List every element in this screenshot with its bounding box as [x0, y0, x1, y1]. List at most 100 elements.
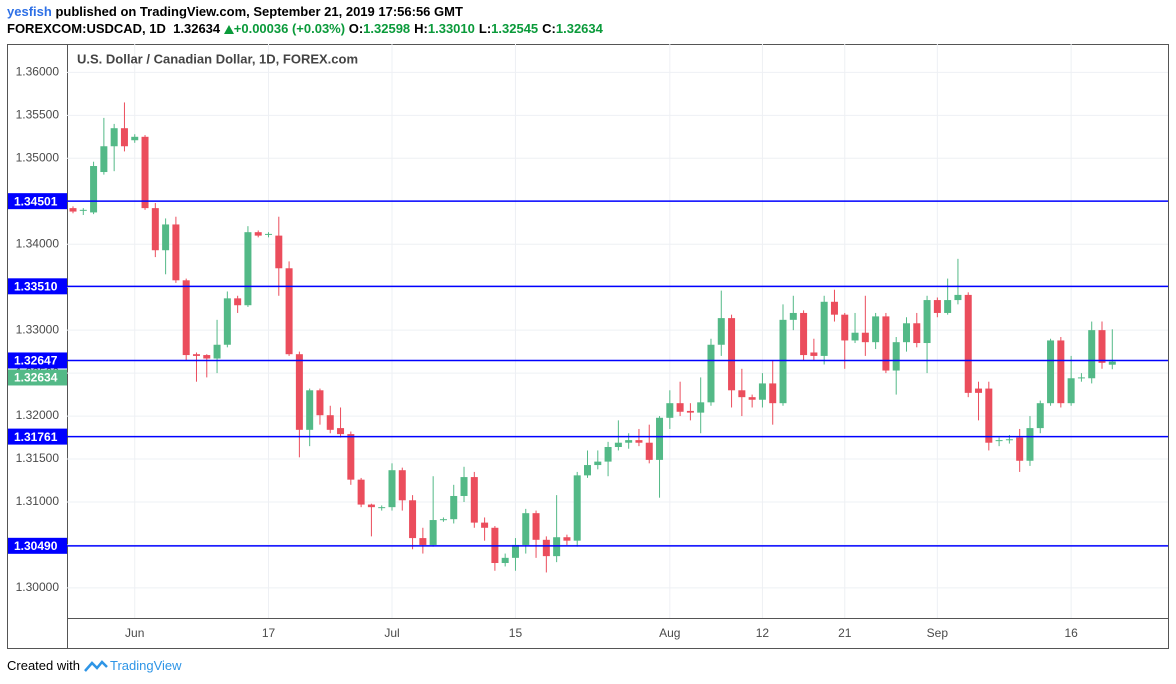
- candle-body: [604, 447, 612, 462]
- candle-body: [738, 390, 746, 398]
- candle-body: [656, 417, 664, 460]
- candle-body: [707, 344, 715, 403]
- candles: [69, 102, 1116, 573]
- field-value: 1.33010: [427, 21, 475, 36]
- candle-body: [728, 318, 736, 391]
- candle-body: [913, 323, 921, 344]
- field-label: O:: [348, 21, 364, 36]
- candle-body: [100, 146, 108, 173]
- x-tick-label: Jul: [384, 626, 399, 640]
- candle-body: [625, 440, 633, 443]
- candle-body: [1026, 428, 1034, 461]
- price-label-bg: [8, 278, 67, 295]
- candle-body: [933, 300, 941, 313]
- candle-body: [367, 504, 375, 508]
- author[interactable]: yesfish: [7, 4, 52, 19]
- candle-body: [1057, 340, 1065, 404]
- candle-body: [470, 477, 478, 523]
- candle-body: [439, 519, 447, 521]
- x-tick-label: 16: [1064, 626, 1078, 640]
- logo: [84, 659, 108, 672]
- candle-body: [275, 235, 283, 269]
- field-label: L:: [478, 21, 492, 36]
- candle-body: [120, 128, 128, 147]
- candle-body: [686, 410, 694, 413]
- x-tick-label: 12: [756, 626, 770, 640]
- y-tick-label: 1.33000: [16, 322, 60, 336]
- x-tick-label: 21: [838, 626, 852, 640]
- last: 1.32634: [173, 21, 221, 36]
- candle-body: [882, 316, 890, 371]
- candle-body: [800, 312, 808, 356]
- footer: Created with TradingView: [7, 658, 182, 673]
- y-tick-label: 1.31500: [16, 451, 60, 465]
- brand[interactable]: TradingView: [109, 658, 182, 673]
- candle-body: [501, 557, 509, 564]
- y-tick-label: 1.36000: [16, 65, 60, 79]
- candle-body: [975, 388, 983, 393]
- candle-body: [872, 316, 880, 343]
- candle-body: [182, 280, 190, 356]
- candle-body: [758, 383, 766, 400]
- candle-body: [347, 434, 355, 480]
- field-value: 1.32598: [363, 21, 411, 36]
- candle-body: [234, 298, 242, 306]
- up-arrow: [223, 25, 234, 34]
- candle-body: [923, 300, 931, 344]
- candle-body: [213, 344, 221, 359]
- published: published on TradingView.com, September …: [55, 4, 463, 19]
- candle-body: [892, 342, 900, 371]
- candle-body: [460, 477, 468, 496]
- y-tick-label: 1.35500: [16, 107, 60, 121]
- x-tick-label: Aug: [659, 626, 680, 640]
- x-tick-label: 17: [262, 626, 276, 640]
- candle-body: [1016, 437, 1024, 461]
- candle-body: [285, 268, 293, 355]
- y-tick-label: 1.35000: [16, 150, 60, 164]
- candle-body: [141, 136, 149, 209]
- candle-body: [378, 507, 386, 509]
- field-value: 1.32545: [491, 21, 539, 36]
- candle-body: [697, 402, 705, 413]
- y-tick-label: 1.31000: [16, 494, 60, 508]
- y-tick-label: 1.32000: [16, 408, 60, 422]
- change: +0.00036 (+0.03%): [233, 21, 346, 36]
- candle-body: [841, 314, 849, 341]
- candle-body: [779, 319, 787, 404]
- x-tick-label: Jun: [125, 626, 144, 640]
- candle-body: [635, 440, 643, 443]
- candle-body: [223, 298, 231, 345]
- candle-body: [1098, 330, 1106, 363]
- candle-body: [326, 415, 334, 430]
- candle-body: [131, 136, 139, 141]
- ohlc-fields: O:1.32598 H:1.33010 L:1.32545 C:1.32634: [349, 21, 607, 36]
- candle-body: [419, 538, 427, 545]
- publish-line: yesfish published on TradingView.com, Se…: [7, 4, 463, 19]
- candle-body: [481, 522, 489, 528]
- candle-body: [1067, 378, 1075, 404]
- field-label: H:: [414, 21, 428, 36]
- candle-body: [1088, 330, 1096, 379]
- candle-body: [532, 513, 540, 540]
- price-label-bg: [8, 428, 67, 445]
- candle-body: [316, 390, 324, 416]
- last-price-bg: [8, 369, 67, 386]
- quote-line: FOREXCOM:USDCAD, 1D 1.32634 +0.00036 (+0…: [7, 21, 607, 36]
- candle-body: [429, 520, 437, 545]
- candle-body: [944, 300, 952, 313]
- candle-body: [409, 500, 417, 539]
- overlays: 1.34501 1.33510 1.32647 1.31761 1.30490 1.326…: [8, 193, 1168, 554]
- last-price-label: 1.32634: [14, 371, 58, 385]
- y-tick-label: 1.30000: [16, 580, 60, 594]
- candle-body: [995, 440, 1003, 442]
- candle-body: [90, 166, 98, 213]
- candle-body: [388, 470, 396, 508]
- candle-body: [254, 232, 262, 236]
- candle-body: [861, 332, 869, 343]
- candle-body: [676, 403, 684, 412]
- candle-body: [563, 537, 571, 541]
- footer-text: Created with: [7, 658, 80, 673]
- candle-body: [964, 294, 972, 393]
- candle-body: [985, 388, 993, 443]
